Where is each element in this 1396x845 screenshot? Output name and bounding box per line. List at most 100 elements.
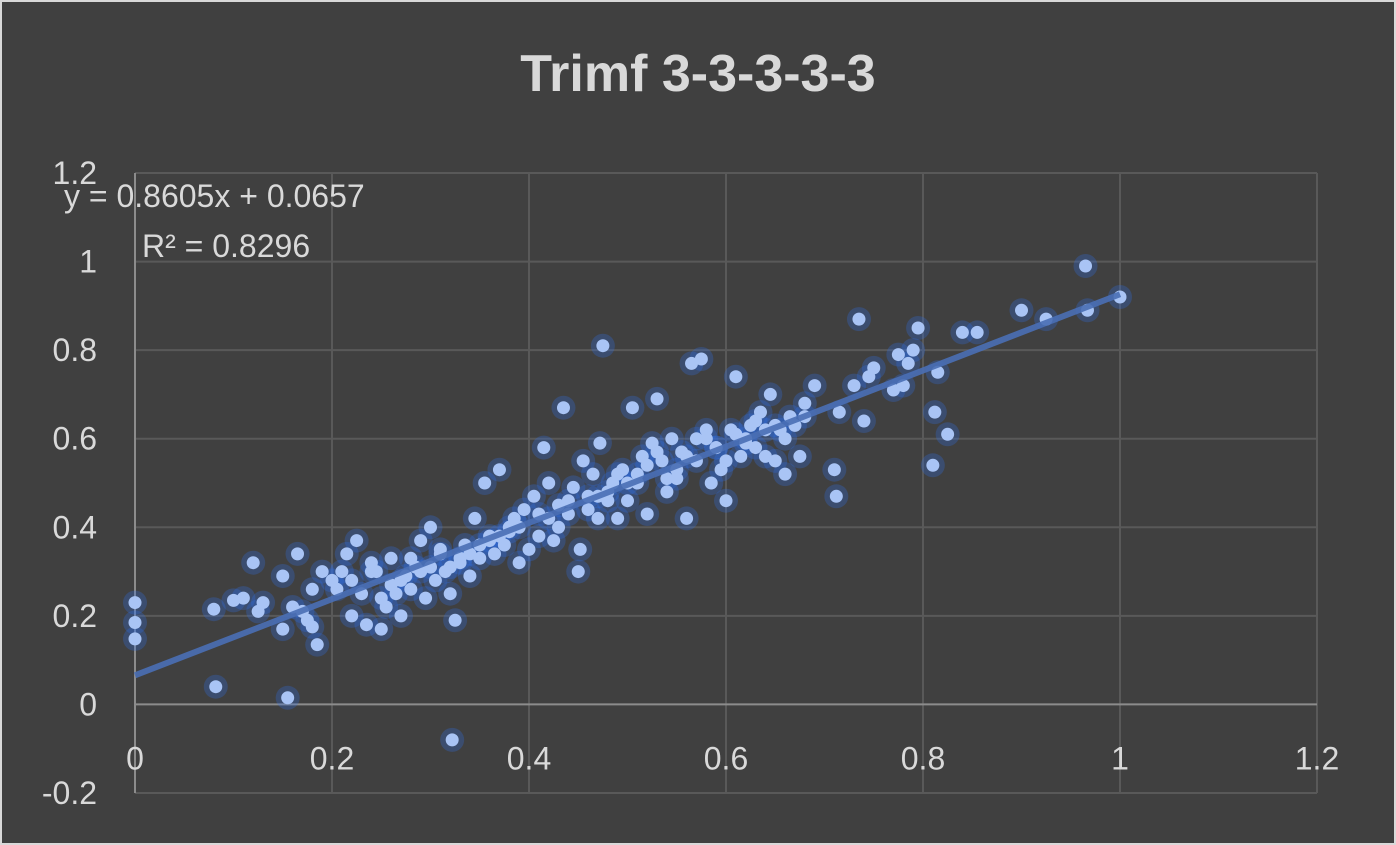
data-point [404,551,418,565]
data-point [414,534,428,548]
data-point [374,591,388,605]
data-point [749,414,763,428]
data-point [374,622,388,636]
data-point [448,613,462,627]
x-tick-label: 0.8 [901,740,945,776]
data-point [315,565,329,579]
data-point [542,476,556,490]
data-point [532,529,546,543]
data-point [463,547,477,561]
data-point [443,560,457,574]
data-point [793,449,807,463]
data-point [128,616,142,629]
data-point [719,454,733,468]
data-point [640,507,654,521]
data-point [852,312,866,326]
data-point [719,494,733,508]
data-point [276,569,290,583]
data-point [571,565,585,579]
data-point [345,609,359,623]
data-point [808,379,822,393]
data-point [488,547,502,561]
data-point [650,392,664,406]
data-point [829,489,843,503]
data-point [547,534,561,548]
data-point [573,542,587,556]
data-point [886,383,900,397]
y-tick-label: 0.8 [53,332,97,368]
data-point [928,405,942,419]
data-point [680,511,694,525]
data-point [665,432,679,446]
data-point [699,432,713,446]
data-point [330,582,344,596]
data-point [729,370,743,384]
trendline-r-squared: R² = 0.8296 [142,228,310,264]
data-point [128,596,142,610]
y-tick-label: -0.2 [42,775,97,811]
data-point [640,458,654,472]
data-point [901,356,915,370]
data-point [906,343,920,357]
x-tick-label: 0.2 [310,740,354,776]
data-point [246,556,260,570]
data-point [445,733,459,747]
data-point [685,356,699,370]
x-tick-label: 1.2 [1295,740,1339,776]
data-point [512,556,526,570]
data-point [350,534,364,548]
data-point [310,638,324,652]
data-point [778,432,792,446]
data-point [593,436,607,450]
data-point [433,542,447,556]
data-point [340,547,354,561]
data-point [1079,259,1093,273]
data-point [857,414,871,428]
data-point [207,602,221,616]
data-point [428,573,442,587]
data-point [621,494,634,508]
data-point [768,454,782,468]
data-point [847,379,861,393]
y-tick-label: 0 [79,686,97,722]
data-point [419,591,433,605]
data-point [404,582,418,596]
data-point [596,339,610,353]
data-point [394,609,408,623]
data-point [891,348,905,362]
data-point [443,587,457,601]
data-point [236,591,250,605]
data-point [660,472,674,486]
data-point [556,401,570,415]
x-tick-label: 0.4 [507,740,551,776]
data-point [827,463,841,477]
data-point [832,405,846,419]
data-point [305,620,319,634]
data-point [970,325,984,339]
data-point [650,445,664,459]
data-point [763,387,777,401]
data-point [734,449,748,463]
data-point [586,467,600,481]
data-point [394,573,408,587]
y-tick-label: 1 [79,244,97,280]
data-point [453,551,467,565]
data-point [1015,303,1028,317]
data-point [778,467,792,481]
data-point [364,565,378,579]
data-point [522,542,536,556]
data-point [660,485,674,499]
data-point [276,622,290,636]
chart-title: Trimf 3-3-3-3-3 [520,45,876,103]
data-point [704,476,718,490]
data-point [281,691,295,705]
data-point [576,454,590,468]
data-point [473,551,487,565]
data-point [463,569,477,583]
data-point [517,503,531,517]
data-point [345,573,359,587]
data-point [359,618,373,632]
data-point [468,511,482,525]
data-point [537,441,551,455]
